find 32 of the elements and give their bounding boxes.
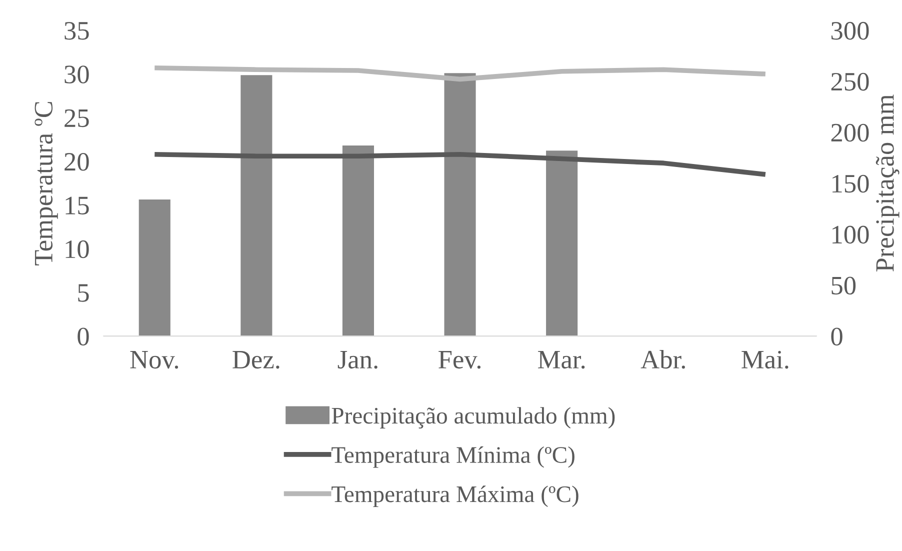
y2-axis-title: Precipitação mm bbox=[876, 94, 900, 272]
y2-tick-label: 150 bbox=[832, 174, 869, 193]
x-tick-label: Jan. bbox=[338, 351, 378, 369]
legend-label: Precipitação acumulado (mm) bbox=[332, 407, 615, 429]
x-tick-label: Dez. bbox=[232, 351, 280, 369]
legend-label: Temperatura Máxima (ºC) bbox=[332, 486, 578, 508]
x-tick-label: Mar. bbox=[538, 351, 585, 369]
y-axis-title: Temperatura ºC bbox=[34, 102, 58, 266]
y2-tick-label: 0 bbox=[831, 328, 842, 346]
y2-tick-label: 50 bbox=[832, 276, 856, 295]
legend-label: Temperatura Mínima (ºC) bbox=[332, 446, 574, 468]
y2-tick-label: 300 bbox=[831, 22, 869, 40]
x-tick-label: Fev. bbox=[438, 351, 481, 369]
y-tick-label: 35 bbox=[64, 22, 89, 40]
bar bbox=[546, 150, 578, 336]
y-tick-label: 10 bbox=[66, 240, 89, 258]
y2-tick-label: 250 bbox=[831, 72, 869, 91]
bar bbox=[138, 200, 170, 336]
y-tick-label: 15 bbox=[66, 196, 89, 214]
bar bbox=[240, 75, 272, 336]
y-tick-label: 30 bbox=[64, 66, 89, 84]
y-tick-label: 0 bbox=[78, 328, 89, 346]
y-tick-label: 25 bbox=[64, 109, 89, 128]
y-tick-label: 20 bbox=[64, 152, 89, 171]
bar bbox=[342, 145, 374, 336]
x-tick-label: Abr. bbox=[640, 350, 685, 369]
x-tick-label: Mai. bbox=[742, 350, 788, 369]
bar bbox=[444, 73, 476, 336]
y-tick-label: 5 bbox=[78, 284, 89, 302]
y2-tick-label: 100 bbox=[832, 226, 869, 244]
y2-tick-label: 200 bbox=[831, 124, 869, 142]
x-tick-label: Nov. bbox=[130, 351, 178, 369]
